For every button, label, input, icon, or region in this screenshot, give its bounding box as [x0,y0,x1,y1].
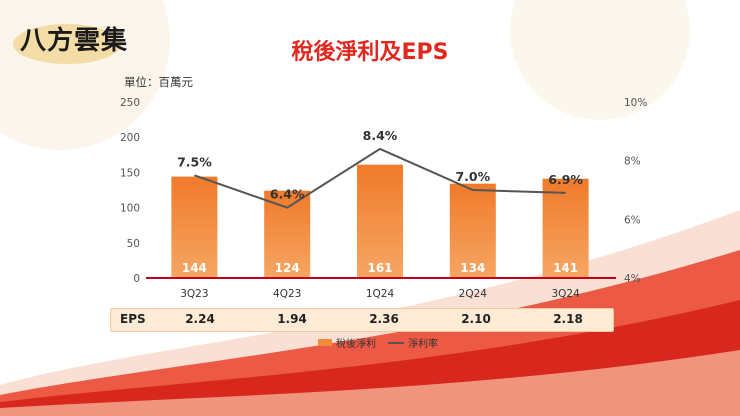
bar [542,178,589,278]
bar-value-label: 124 [275,261,300,275]
bar-value-label: 144 [182,261,207,275]
x-tick-label: 1Q24 [366,288,395,300]
y-tick-label: 50 [127,238,140,250]
legend: 稅後淨利 淨利率 [318,335,438,350]
eps-value: 2.10 [461,312,491,326]
bar [449,183,496,278]
legend-bar-label: 稅後淨利 [336,339,376,350]
eps-value: 2.24 [185,312,215,326]
unit-label: 單位：百萬元 [124,75,193,89]
legend-line-label: 淨利率 [408,339,438,350]
x-tick-label: 3Q23 [180,288,208,300]
bar-value-label: 141 [553,261,578,275]
y-tick-label: 150 [120,167,140,179]
line-value-label: 7.5% [177,154,212,169]
x-tick-label: 2Q24 [459,288,488,300]
y-tick-label: 200 [120,132,140,144]
bar [264,190,311,278]
y-tick-label: 250 [120,97,140,109]
y2-tick-label: 6% [624,214,641,226]
y-tick-label: 100 [120,203,140,215]
legend-bar-swatch [318,339,332,346]
eps-value: 2.36 [369,312,399,326]
line-value-label: 7.0% [455,169,490,184]
bar-value-label: 161 [367,261,392,275]
eps-value: 1.94 [277,312,307,326]
page-title: 稅後淨利及EPS [291,40,449,65]
eps-row [110,308,614,332]
line-value-label: 6.9% [548,172,583,187]
x-tick-label: 4Q23 [273,288,301,300]
eps-label: EPS [120,312,146,326]
line-series [194,147,566,209]
logo-text: 八方雲集 [20,26,129,56]
y2-tick-label: 8% [624,156,641,168]
y-tick-label: 0 [133,273,140,285]
y2-tick-label: 4% [624,273,641,285]
line-value-label: 8.4% [363,128,398,143]
bar [357,164,403,278]
bar-value-label: 134 [460,261,485,275]
logo [13,24,121,64]
x-tick-label: 3Q24 [551,288,580,300]
y2-tick-label: 10% [624,97,647,109]
legend-line-swatch [388,341,404,344]
bar [171,176,218,278]
line-value-label: 6.4% [270,187,305,202]
eps-value: 2.18 [553,312,583,326]
